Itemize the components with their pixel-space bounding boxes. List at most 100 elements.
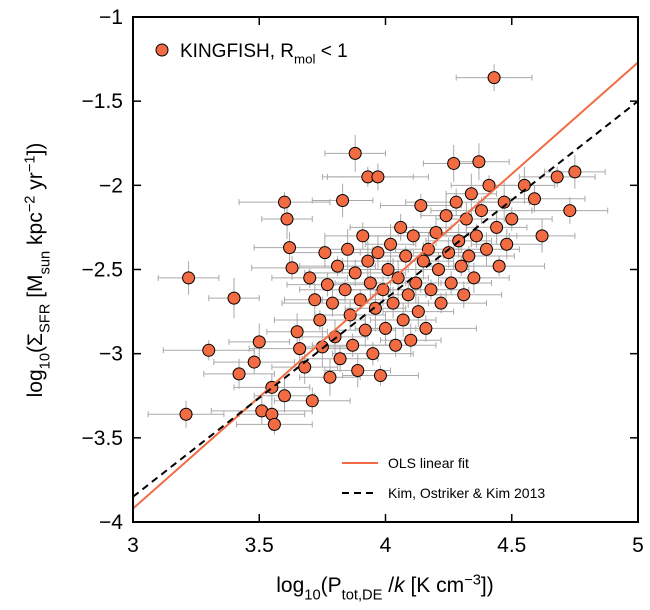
point (376, 283, 390, 297)
point (424, 283, 438, 297)
label-part: tot,DE (342, 587, 383, 603)
point (505, 212, 519, 226)
label-part: 10 (304, 587, 320, 603)
legend-label: Kim, Ostriker & Kim 2013 (388, 485, 545, 501)
point (363, 276, 377, 290)
point (409, 276, 423, 290)
point (348, 266, 362, 280)
point (336, 193, 350, 207)
point (442, 246, 456, 260)
point (278, 389, 291, 403)
point (419, 321, 433, 335)
point (371, 170, 385, 184)
label-part: mol (294, 52, 315, 67)
point (492, 259, 506, 273)
point (278, 195, 291, 209)
point (396, 313, 410, 327)
point (497, 195, 511, 209)
point (313, 313, 327, 327)
point (232, 367, 246, 381)
legend-marker (155, 43, 169, 57)
point (404, 333, 418, 347)
label-part: log (276, 574, 304, 597)
y-tick-label: −2 (99, 174, 123, 197)
point (346, 338, 360, 352)
label-part: / (382, 574, 394, 597)
label-part: ]) (481, 574, 494, 597)
fit-line (133, 61, 638, 510)
y-tick-label: −1 (99, 6, 123, 29)
y-tick-label: −1.5 (82, 90, 123, 113)
point (179, 407, 193, 421)
point (429, 225, 443, 239)
point (406, 229, 420, 243)
point (401, 288, 415, 302)
label-part: k (394, 574, 406, 597)
point (469, 229, 483, 243)
point (267, 417, 281, 431)
point (293, 342, 307, 356)
label-part: −2 (23, 196, 39, 213)
point (381, 263, 395, 276)
legend-label: KINGFISH, Rmol < 1 (180, 41, 348, 67)
point (482, 178, 496, 192)
point (535, 229, 549, 243)
point (356, 229, 370, 243)
label-part: KINGFISH, R (180, 41, 294, 62)
point (361, 254, 375, 268)
point (386, 296, 400, 310)
point (351, 364, 365, 377)
y-tick-label: −3 (99, 343, 123, 366)
label-part: < 1 (315, 41, 347, 62)
point (550, 170, 564, 184)
point (323, 370, 337, 384)
point (500, 237, 514, 251)
x-tick-label: 5 (632, 534, 644, 557)
y-tick-label: −3.5 (82, 427, 123, 450)
point (303, 271, 317, 285)
point (480, 242, 493, 256)
fit-line (133, 100, 638, 498)
point (414, 199, 428, 213)
point (434, 296, 448, 310)
point (353, 293, 367, 307)
point (421, 242, 435, 256)
point (320, 278, 334, 292)
point (394, 220, 408, 234)
label-part: [M (24, 274, 47, 303)
point (358, 323, 372, 337)
x-tick-label: 4.5 (497, 534, 526, 557)
point (333, 352, 347, 366)
point (308, 293, 322, 307)
x-tick-label: 3 (127, 534, 139, 557)
point (563, 204, 577, 218)
y-tick-label: −2.5 (82, 259, 123, 282)
point (384, 237, 398, 251)
label-part: 10 (37, 353, 53, 369)
point (368, 301, 382, 315)
point (227, 291, 241, 305)
point (472, 155, 486, 169)
point (432, 263, 446, 276)
point (467, 271, 481, 285)
point (182, 271, 196, 285)
point (318, 246, 332, 260)
y-tick-label: −4 (99, 511, 123, 534)
label-part: SFR (37, 304, 53, 333)
label-part: kpc (24, 212, 47, 251)
point (366, 347, 380, 361)
point (411, 305, 425, 319)
point (202, 343, 216, 357)
point (373, 369, 387, 383)
point (379, 321, 392, 335)
label-part: log (24, 369, 47, 397)
point (487, 71, 501, 85)
point (285, 261, 299, 275)
point (305, 394, 319, 408)
x-tick-label: 4 (380, 534, 392, 557)
point (447, 156, 461, 170)
y-axis-label: log10(ΣSFR [Msun kpc−2 yr−1]) (23, 143, 54, 398)
label-part: [K cm (405, 574, 465, 597)
point (527, 192, 541, 206)
